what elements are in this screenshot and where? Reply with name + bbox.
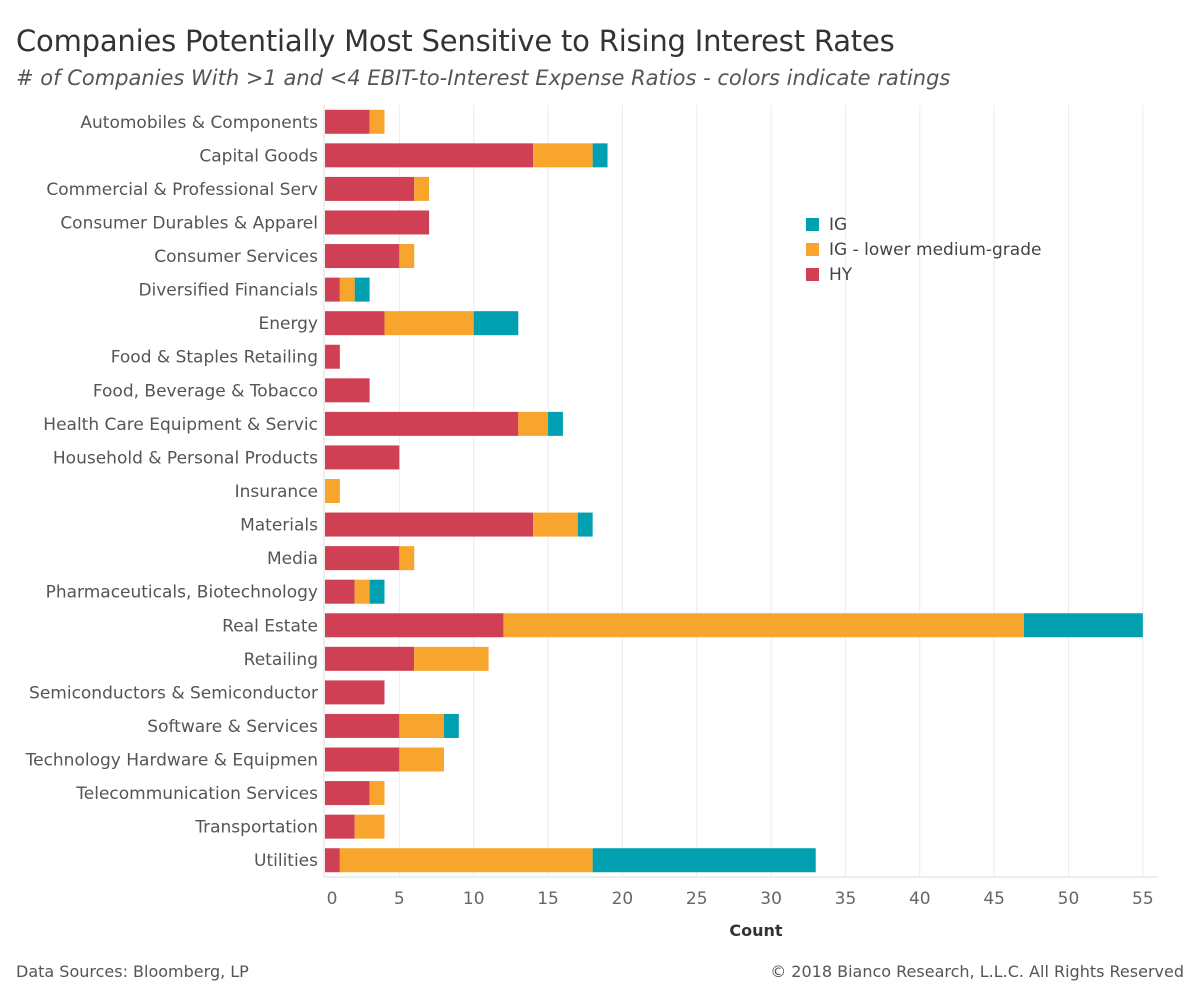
bar-segment bbox=[325, 445, 400, 470]
bar-segment bbox=[533, 512, 578, 537]
bar-segment bbox=[1023, 613, 1143, 638]
x-tick-label: 40 bbox=[909, 889, 931, 909]
bar-segment bbox=[325, 646, 415, 671]
copyright-note: © 2018 Bianco Research, L.L.C. All Right… bbox=[770, 962, 1184, 981]
category-label: Transportation bbox=[194, 818, 318, 838]
category-label: Materials bbox=[240, 516, 318, 536]
x-tick-label: 30 bbox=[760, 889, 782, 909]
category-label: Diversified Financials bbox=[138, 281, 318, 301]
bar-segment bbox=[399, 546, 415, 571]
category-label: Pharmaceuticals, Biotechnology bbox=[46, 583, 318, 603]
x-tick-label: 55 bbox=[1132, 889, 1154, 909]
category-label: Software & Services bbox=[147, 717, 318, 737]
bar-segment bbox=[339, 848, 593, 873]
category-label: Energy bbox=[258, 314, 318, 334]
category-label: Food, Beverage & Tobacco bbox=[93, 381, 318, 401]
category-label: Telecommunication Services bbox=[75, 784, 318, 804]
category-label: Food & Staples Retailing bbox=[111, 348, 318, 368]
x-tick-label: 15 bbox=[537, 889, 559, 909]
bar-segment bbox=[325, 244, 400, 269]
bar-segment bbox=[339, 277, 355, 302]
bar-segment bbox=[325, 344, 340, 369]
bar-segment bbox=[325, 479, 340, 503]
bar-segment bbox=[325, 143, 534, 168]
bar-segment bbox=[399, 713, 444, 738]
x-tick-label: 10 bbox=[463, 889, 485, 909]
category-label: Capital Goods bbox=[199, 146, 318, 166]
bar-segment bbox=[325, 109, 370, 134]
bar-segment bbox=[325, 814, 355, 839]
bar-segment bbox=[369, 109, 385, 134]
bar-segment bbox=[592, 143, 608, 168]
bar-segment bbox=[369, 579, 385, 604]
x-axis-title: Count bbox=[729, 921, 783, 940]
category-label: Real Estate bbox=[222, 616, 318, 636]
data-source-note: Data Sources: Bloomberg, LP bbox=[16, 962, 249, 981]
bar-segment bbox=[354, 579, 370, 604]
category-label: Health Care Equipment & Servic bbox=[43, 415, 318, 435]
bar-segment bbox=[369, 781, 385, 806]
bar-segment bbox=[354, 814, 385, 839]
x-tick-label: 45 bbox=[983, 889, 1005, 909]
category-label: Utilities bbox=[254, 851, 318, 871]
x-tick-label: 25 bbox=[686, 889, 708, 909]
x-tick-label: 50 bbox=[1058, 889, 1080, 909]
legend-swatch bbox=[806, 243, 819, 256]
bar-segment bbox=[577, 512, 593, 537]
x-tick-label: 0 bbox=[327, 889, 338, 909]
bar-segment bbox=[533, 143, 593, 168]
bar-segment bbox=[325, 378, 370, 403]
category-label: Technology Hardware & Equipmen bbox=[25, 751, 318, 771]
bar-segment bbox=[325, 277, 340, 302]
x-tick-label: 5 bbox=[394, 889, 405, 909]
bar-segment bbox=[354, 277, 370, 302]
bar-segment bbox=[325, 680, 385, 705]
bar-segment bbox=[399, 244, 415, 269]
legend-label: HY bbox=[829, 265, 853, 285]
category-label: Consumer Durables & Apparel bbox=[60, 213, 318, 233]
bar-segment bbox=[384, 311, 474, 336]
category-label: Consumer Services bbox=[154, 247, 318, 267]
chart-title: Companies Potentially Most Sensitive to … bbox=[16, 24, 895, 58]
bar-segment bbox=[473, 311, 519, 336]
bar-segment bbox=[592, 848, 816, 873]
legend-swatch bbox=[806, 218, 819, 231]
bar-segment bbox=[325, 713, 400, 738]
bar-segment bbox=[503, 613, 1024, 638]
category-label: Household & Personal Products bbox=[53, 448, 318, 468]
category-label: Semiconductors & Semiconductor bbox=[29, 683, 318, 703]
category-label: Media bbox=[267, 549, 318, 569]
bar-segment bbox=[325, 411, 519, 436]
legend-label: IG bbox=[829, 215, 847, 235]
category-label: Insurance bbox=[235, 482, 318, 502]
category-label: Commercial & Professional Serv bbox=[46, 180, 318, 200]
x-tick-label: 20 bbox=[612, 889, 634, 909]
legend-label: IG - lower medium-grade bbox=[829, 240, 1041, 260]
bar-segment bbox=[325, 311, 385, 336]
bar-segment bbox=[325, 613, 504, 638]
x-tick-label: 35 bbox=[835, 889, 857, 909]
category-label: Automobiles & Components bbox=[80, 113, 318, 133]
bar-segment bbox=[325, 747, 400, 772]
category-label: Retailing bbox=[244, 650, 318, 670]
bar-segment bbox=[548, 411, 563, 436]
bar-segment bbox=[325, 210, 430, 235]
bar-segment bbox=[325, 579, 355, 604]
bar-segment bbox=[443, 713, 459, 738]
bar-segment bbox=[399, 747, 444, 772]
bar-segment bbox=[325, 546, 400, 571]
bar-segment bbox=[414, 176, 430, 201]
bar-segment bbox=[325, 848, 340, 873]
bar-segment bbox=[325, 176, 415, 201]
bar-segment bbox=[518, 411, 549, 436]
legend-swatch bbox=[806, 268, 819, 281]
bar-segment bbox=[414, 646, 489, 671]
chart-subtitle: # of Companies With >1 and <4 EBIT-to-In… bbox=[16, 66, 951, 90]
bar-segment bbox=[325, 512, 534, 537]
bar-segment bbox=[325, 781, 370, 806]
